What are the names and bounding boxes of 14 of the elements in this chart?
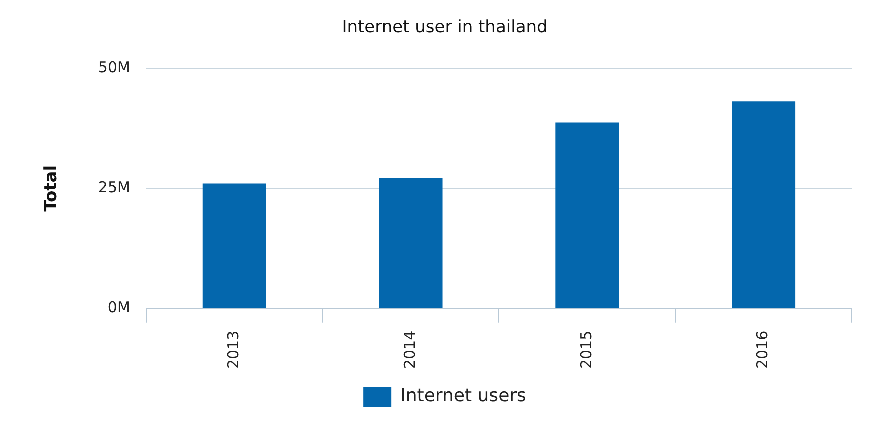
x-tick-label: 2015: [577, 330, 596, 370]
y-axis-title: Total: [42, 165, 62, 212]
bar: [379, 178, 443, 308]
x-tick-label: 2013: [224, 330, 243, 370]
legend-label: Internet users: [400, 386, 526, 407]
bar: [202, 184, 266, 308]
y-tick-label: 50M: [98, 58, 130, 76]
x-tick-label: 2016: [754, 330, 772, 370]
x-tick-label: 2014: [400, 330, 419, 370]
chart-title: Internet user in thailand: [342, 18, 548, 38]
y-tick-label: 25M: [98, 178, 130, 197]
bar: [556, 122, 620, 308]
bar: [732, 102, 796, 308]
y-tick-label: 0M: [108, 298, 130, 317]
